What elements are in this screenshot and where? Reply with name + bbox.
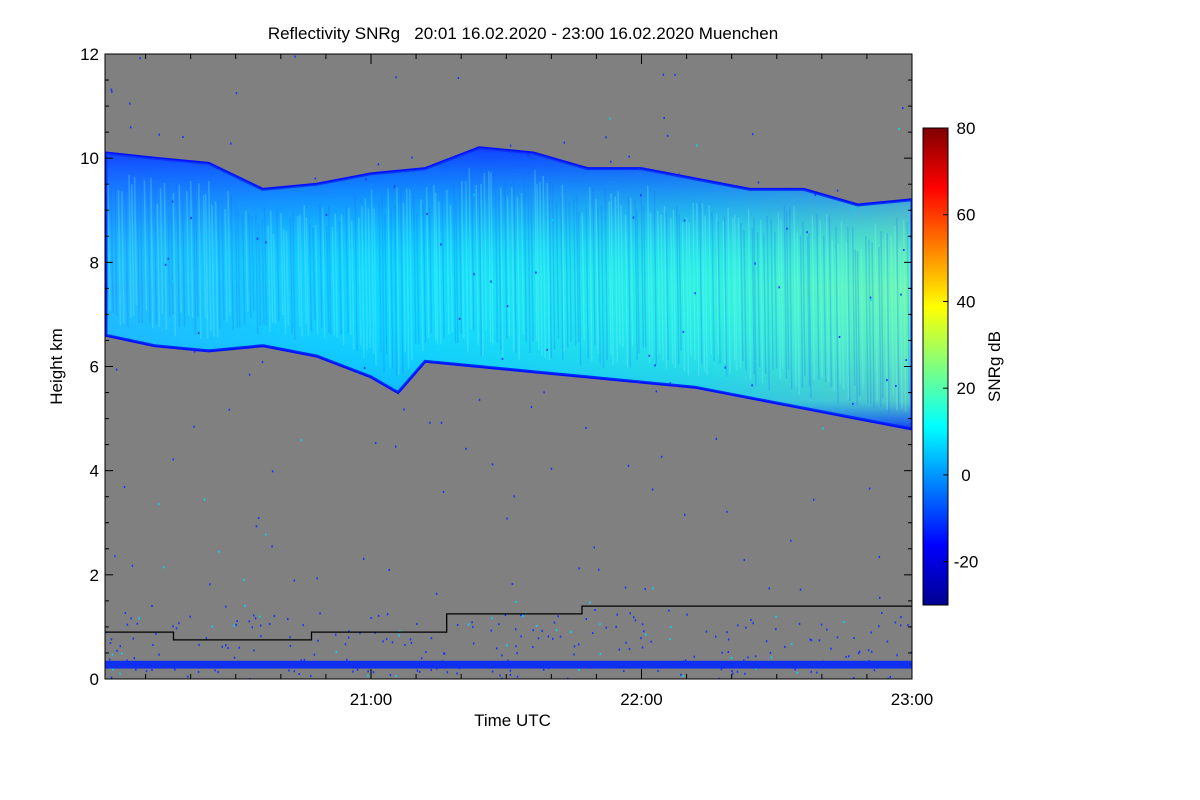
y-tick-label: 6 bbox=[90, 358, 99, 377]
x-axis-label: Time UTC bbox=[474, 711, 551, 730]
noise-speckles bbox=[105, 55, 912, 679]
y-axis-label: Height km bbox=[47, 328, 66, 405]
ground-clutter-band bbox=[105, 660, 912, 669]
cloud-fallstreaks bbox=[107, 165, 912, 414]
colorbar-tick-label: 40 bbox=[957, 292, 976, 311]
y-tick-label: 4 bbox=[90, 462, 99, 481]
x-tick-label: 23:00 bbox=[891, 690, 934, 709]
colorbar-tick-label: -20 bbox=[954, 553, 979, 572]
y-tick-label: 2 bbox=[90, 566, 99, 585]
y-tick-label: 8 bbox=[90, 253, 99, 272]
colorbar-tick-label: 80 bbox=[957, 119, 976, 138]
cloud-layer-shading bbox=[105, 147, 912, 430]
colorbar-label: SNRg dB bbox=[985, 331, 1004, 402]
boundary-layer-line bbox=[105, 605, 912, 641]
x-tick-label: 21:00 bbox=[350, 690, 393, 709]
x-tick-label: 22:00 bbox=[620, 690, 663, 709]
colorbar-tick-label: 60 bbox=[957, 206, 976, 225]
chart-title: Reflectivity SNRg 20:01 16.02.2020 - 23:… bbox=[268, 24, 778, 43]
x-axis: 21:00 22:00 23:00 bbox=[145, 54, 934, 709]
colorbar-tick-label: 0 bbox=[961, 466, 970, 485]
colorbar-tick-label: 20 bbox=[957, 379, 976, 398]
colorbar bbox=[922, 127, 949, 606]
colorbar-ticks: -20 0 20 40 60 80 bbox=[943, 119, 978, 572]
y-tick-label: 12 bbox=[80, 45, 99, 64]
y-tick-label: 10 bbox=[80, 149, 99, 168]
y-tick-label: 0 bbox=[90, 670, 99, 689]
y-axis: 0 2 4 6 8 10 12 bbox=[80, 45, 912, 689]
